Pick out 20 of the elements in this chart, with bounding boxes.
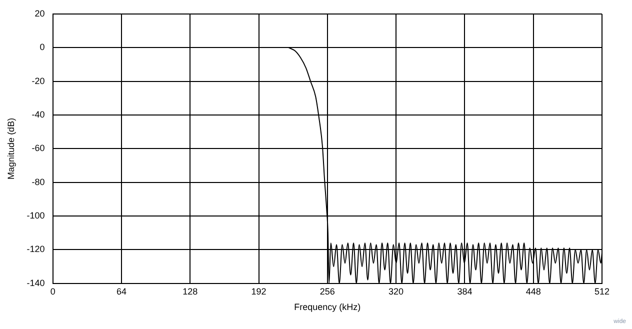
y-tick-label: -60: [32, 143, 45, 154]
x-tick-label: 192: [251, 286, 266, 296]
y-tick-label: -40: [32, 110, 45, 120]
x-tick-label: 256: [320, 286, 335, 296]
y-tick-label: 20: [34, 8, 45, 18]
y-axis-title: Magnitude (dB): [6, 118, 16, 180]
y-tick-label: -80: [32, 176, 45, 187]
x-tick-label: 64: [116, 286, 126, 296]
x-axis-title: Frequency (kHz): [294, 302, 361, 312]
y-tick-label: -100: [26, 210, 45, 221]
x-tick-label: 384: [457, 286, 472, 296]
x-tick-label: 512: [594, 286, 610, 296]
y-tick-label: -120: [26, 244, 45, 254]
x-tick-label: 128: [182, 286, 198, 296]
y-tick-label: -20: [32, 76, 45, 86]
y-tick-label: 0: [40, 42, 45, 52]
y-tick-label: -140: [26, 278, 45, 288]
x-tick-label: 0: [50, 286, 56, 296]
x-tick-label: 320: [388, 286, 404, 296]
x-tick-label: 448: [526, 286, 541, 296]
